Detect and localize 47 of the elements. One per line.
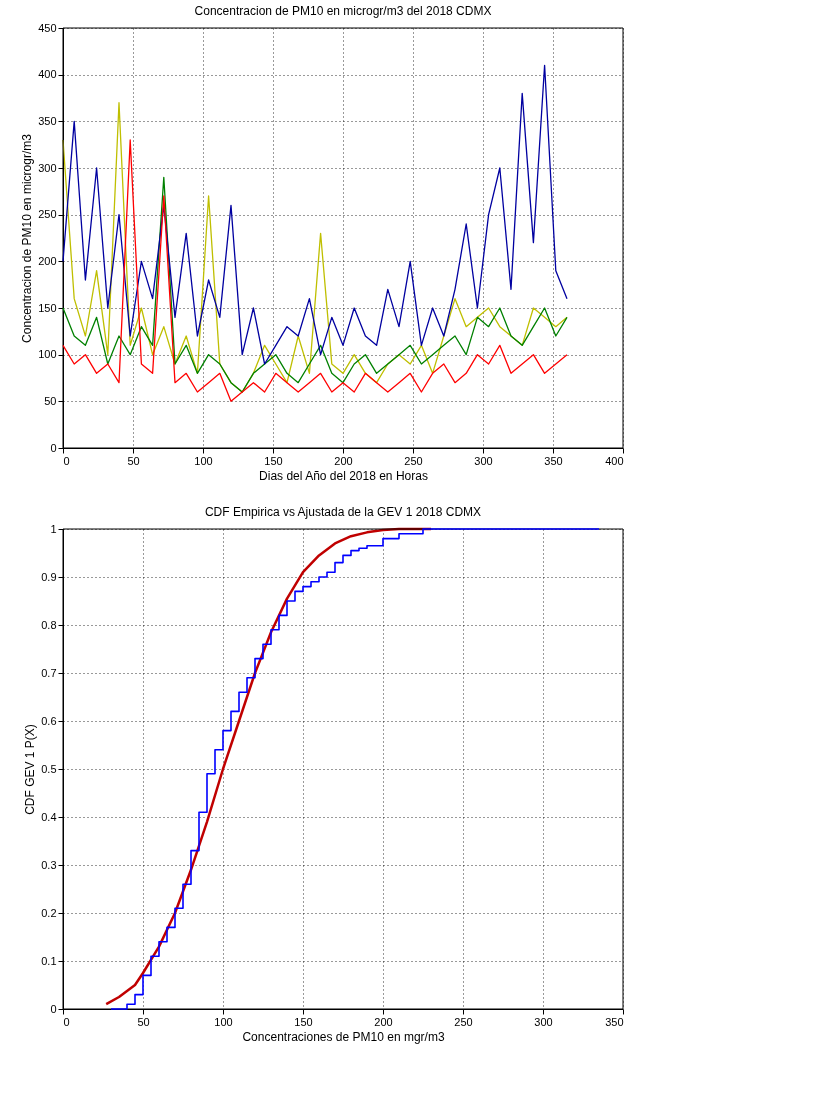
x-axis-title: Concentraciones de PM10 en mgr/m3 xyxy=(242,1029,445,1044)
y-tick-label: 0.4 xyxy=(41,810,57,823)
x-tick-label: 400 xyxy=(605,454,624,467)
y-tick-label: 0.3 xyxy=(41,858,57,871)
x-tick-label: 50 xyxy=(137,1015,150,1028)
y-tick-label: 200 xyxy=(38,254,57,267)
y-tick-label: 0.1 xyxy=(41,954,57,967)
y-tick-label: 350 xyxy=(38,114,57,127)
x-axis-title: Dias del Año del 2018 en Horas xyxy=(259,468,428,483)
y-tick-label: 450 xyxy=(38,21,57,34)
chart-title: CDF Empirica vs Ajustada de la GEV 1 2018 CDMX xyxy=(204,505,482,519)
x-tick-label: 150 xyxy=(264,454,283,467)
y-tick-label: 0.7 xyxy=(41,666,57,679)
x-tick-label: 0 xyxy=(63,454,70,467)
chart-title: Concentracion de PM10 en microgr/m3 del 2018 CDMX xyxy=(194,4,492,18)
x-tick-label: 100 xyxy=(214,1015,233,1028)
y-tick-label: 1 xyxy=(50,522,57,535)
x-tick-label: 250 xyxy=(454,1015,473,1028)
y-tick-label: 250 xyxy=(38,208,57,221)
y-tick-label: 300 xyxy=(38,161,57,174)
x-tick-label: 250 xyxy=(404,454,423,467)
y-tick-label: 0.2 xyxy=(41,906,57,919)
x-tick-label: 150 xyxy=(294,1015,313,1028)
x-tick-label: 100 xyxy=(194,454,213,467)
y-tick-label: 0.6 xyxy=(41,714,57,727)
x-tick-label: 200 xyxy=(374,1015,393,1028)
y-tick-label: 0.9 xyxy=(41,570,57,583)
y-tick-label: 150 xyxy=(38,301,57,314)
x-tick-label: 200 xyxy=(334,454,353,467)
line-series xyxy=(62,139,568,402)
y-axis-title: CDF GEV 1 P(X) xyxy=(23,724,38,815)
y-tick-label: 0 xyxy=(50,441,57,454)
x-tick-label: 300 xyxy=(534,1015,553,1028)
y-tick-label: 0 xyxy=(50,1002,57,1015)
x-tick-label: 300 xyxy=(474,454,493,467)
y-tick-label: 50 xyxy=(44,394,57,407)
line-series xyxy=(62,64,568,365)
y-tick-label: 100 xyxy=(38,348,57,361)
y-axis-title: Concentracion de PM10 en microgr/m3 xyxy=(20,133,35,343)
x-tick-label: 0 xyxy=(63,1015,70,1028)
x-tick-label: 350 xyxy=(605,1015,624,1028)
x-tick-label: 350 xyxy=(544,454,563,467)
line-series xyxy=(62,176,568,393)
y-tick-label: 0.8 xyxy=(41,618,57,631)
y-tick-label: 0.5 xyxy=(41,762,57,775)
x-tick-label: 50 xyxy=(127,454,140,467)
y-tick-label: 400 xyxy=(38,68,57,81)
